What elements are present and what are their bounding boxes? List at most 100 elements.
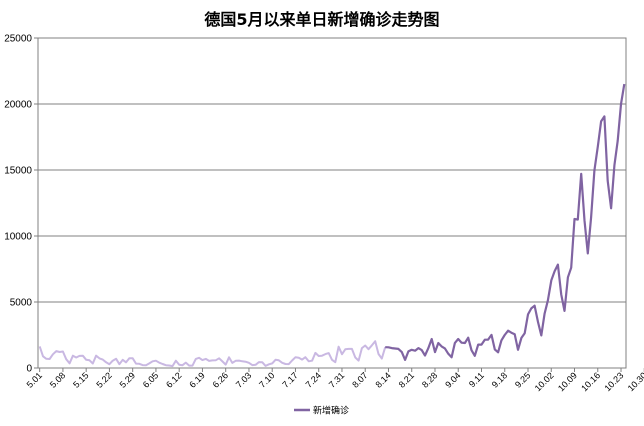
data-point-170 [603,115,605,117]
data-point-87 [328,352,330,354]
data-point-168 [597,146,599,148]
data-point-2 [45,358,47,360]
x-tick-label: 6.05 [141,370,160,389]
data-point-36 [158,362,160,364]
data-point-126 [457,338,459,340]
data-point-0 [39,345,41,347]
data-point-169 [600,120,602,122]
data-point-143 [514,333,516,335]
data-point-48 [198,357,200,359]
data-point-5 [55,350,57,352]
data-point-47 [195,358,197,360]
x-tick-label: 10.02 [533,370,556,393]
x-tick-label: 6.12 [164,370,183,389]
data-point-125 [454,342,456,344]
data-point-74 [285,363,287,365]
data-point-133 [481,344,483,346]
data-point-150 [537,321,539,323]
data-point-117 [427,347,429,349]
data-point-23 [115,358,117,360]
data-point-54 [218,357,220,359]
data-point-132 [477,344,479,346]
x-tick-label: 8.07 [350,370,369,389]
x-tick-label: 5.29 [118,370,137,389]
data-point-60 [238,360,240,362]
data-point-161 [574,218,576,220]
data-point-24 [118,363,120,365]
x-tick-label: 9.18 [490,370,509,389]
data-point-21 [108,363,110,365]
data-point-144 [517,349,519,351]
x-tick-label: 5.15 [71,370,90,389]
data-point-61 [241,360,243,362]
data-point-4 [52,353,54,355]
x-tick-label: 7.03 [234,370,253,389]
data-point-41 [175,360,177,362]
data-point-116 [424,355,426,357]
x-tick-label: 7.10 [257,370,276,389]
data-point-94 [351,348,353,350]
x-tick-label: 9.04 [443,370,462,389]
data-point-51 [208,360,210,362]
data-point-99 [368,348,370,350]
data-point-10 [72,355,74,357]
data-point-97 [361,347,363,349]
data-point-124 [451,356,453,358]
data-point-159 [567,276,569,278]
x-tick-label: 6.19 [187,370,206,389]
data-point-26 [125,361,127,363]
data-point-53 [215,359,217,361]
data-point-90 [338,346,340,348]
y-tick-label: 0 [26,364,32,375]
series-line-late [385,83,626,361]
data-point-33 [148,362,150,364]
data-point-89 [334,361,336,363]
data-point-64 [251,364,253,366]
data-point-102 [378,353,380,355]
x-tick-label: 10.23 [602,370,625,393]
data-point-22 [112,360,114,362]
data-point-108 [397,348,399,350]
data-point-166 [590,216,592,218]
data-point-105 [388,346,390,348]
data-point-112 [411,349,413,351]
data-point-154 [550,279,552,281]
data-point-55 [221,360,223,362]
data-point-12 [79,355,81,357]
data-point-78 [298,357,300,359]
data-point-14 [85,359,87,361]
data-point-153 [547,299,549,301]
data-point-67 [261,361,263,363]
x-tick-label: 10.09 [556,370,579,393]
data-point-172 [610,207,612,209]
data-point-1 [42,355,44,357]
data-point-72 [278,359,280,361]
data-point-8 [65,358,67,360]
data-point-30 [138,363,140,365]
data-point-6 [59,351,61,353]
data-point-27 [128,357,130,359]
data-point-138 [497,351,499,353]
data-point-46 [192,365,194,367]
data-point-156 [557,264,559,266]
data-point-146 [524,332,526,334]
y-tick-label: 10000 [4,232,32,243]
data-point-76 [291,360,293,362]
x-tick-label: 8.14 [373,370,392,389]
data-point-127 [461,342,463,344]
x-tick-label: 7.24 [304,370,323,389]
data-point-118 [431,338,433,340]
data-point-139 [500,339,502,341]
data-point-121 [441,345,443,347]
data-point-93 [348,348,350,350]
data-point-137 [494,348,496,350]
data-point-42 [178,364,180,366]
data-point-11 [75,357,77,359]
data-point-70 [271,362,273,364]
data-point-119 [434,351,436,353]
data-point-39 [168,365,170,367]
data-point-38 [165,364,167,366]
data-point-92 [344,348,346,350]
x-tick-label: 7.31 [327,370,346,389]
